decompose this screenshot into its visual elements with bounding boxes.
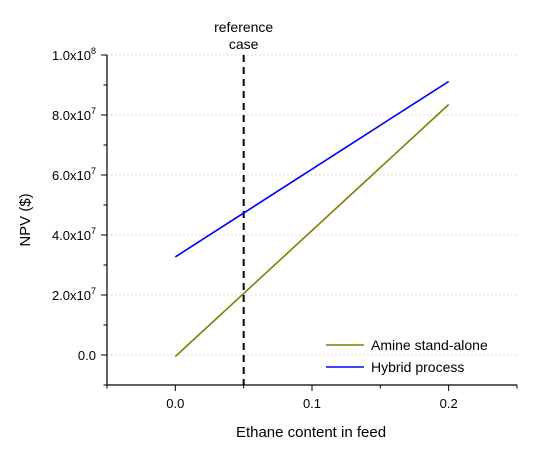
x-axis-label: Ethane content in feed bbox=[236, 424, 386, 441]
legend-label: Hybrid process bbox=[371, 359, 464, 375]
x-tick-label: 0.1 bbox=[303, 396, 321, 411]
y-tick-label: 4.0x107 bbox=[52, 226, 96, 243]
x-tick-label: 0.0 bbox=[166, 396, 184, 411]
y-tick-label: 1.0x108 bbox=[52, 46, 96, 63]
y-tick-label: 8.0x107 bbox=[52, 106, 96, 123]
series-line bbox=[174, 103, 450, 358]
axes-frame bbox=[106, 55, 517, 386]
y-tick-label: 0.0 bbox=[78, 348, 96, 363]
legend-label: Amine stand-alone bbox=[371, 337, 488, 353]
reference-label-line: reference bbox=[214, 19, 273, 35]
series-lines bbox=[174, 80, 450, 358]
x-axis-ticks: 0.0 0.1 0.2 bbox=[106, 385, 518, 411]
y-tick-label: 6.0x107 bbox=[52, 166, 96, 183]
legend: Amine stand-alone Hybrid process bbox=[326, 337, 488, 375]
y-axis-ticks: 0.0 2.0x107 4.0x107 6.0x107 8.0x107 1.0x108 bbox=[52, 46, 107, 386]
grid-lines bbox=[107, 54, 517, 356]
y-tick-label: 2.0x107 bbox=[52, 286, 96, 303]
x-tick-label: 0.2 bbox=[440, 396, 458, 411]
series-line bbox=[174, 80, 450, 258]
reference-label-line: case bbox=[229, 36, 259, 52]
y-axis-label: NPV ($) bbox=[17, 193, 34, 246]
